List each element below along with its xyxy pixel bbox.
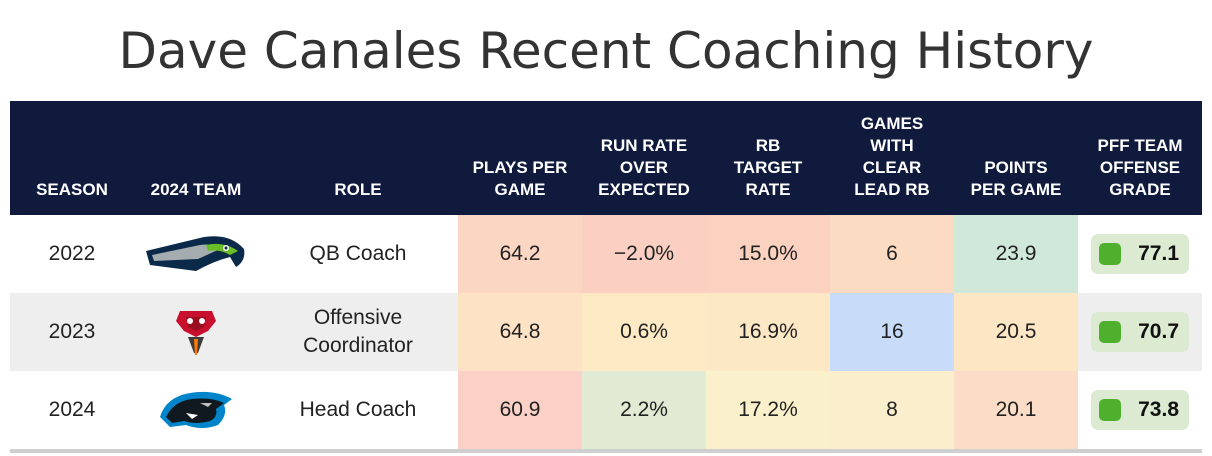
pff-grade-cell: 70.7 (1078, 293, 1202, 371)
grade-badge: 70.7 (1091, 312, 1189, 352)
grade-dot-icon (1099, 321, 1121, 343)
points-per-game-cell: 23.9 (954, 215, 1078, 293)
season-cell: 2023 (48, 320, 96, 343)
panthers-logo-icon (156, 387, 236, 433)
rb-target-rate-cell: 16.9% (706, 293, 830, 371)
grade-value: 73.8 (1138, 398, 1179, 421)
header-plays-per-game: PLAYS PER GAME (472, 158, 568, 199)
team-logo-cell (134, 293, 258, 371)
plays-per-game-cell: 64.2 (458, 215, 582, 293)
table-bottom-rule (10, 449, 1202, 453)
run-rate-over-expected-cell: 0.6% (582, 293, 706, 371)
grade-badge: 77.1 (1091, 234, 1189, 274)
header-season: SEASON (36, 180, 108, 199)
header-role: ROLE (334, 180, 382, 199)
role-cell: Head Coach (299, 398, 417, 421)
header-team: 2024 TEAM (150, 180, 242, 199)
table-row: 2024 Head Coach 60.9 2.2% 17.2% 8 20.1 73.8 (10, 371, 1202, 449)
chart-title: Dave Canales Recent Coaching History (118, 22, 1094, 80)
run-rate-over-expected-cell: 2.2% (582, 371, 706, 449)
buccaneers-logo-icon (166, 307, 226, 357)
header-run-rate-over-expected: RUN RATE OVER EXPECTED (598, 136, 690, 199)
points-per-game-cell: 20.1 (954, 371, 1078, 449)
grade-badge: 73.8 (1091, 390, 1189, 430)
role-cell: Offensive Coordinator (303, 306, 413, 357)
season-cell: 2024 (48, 398, 96, 421)
header-pff-team-offense-grade: PFF TEAM OFFENSE GRADE (1097, 136, 1183, 199)
grade-value: 70.7 (1138, 320, 1179, 343)
header-points-per-game: POINTS PER GAME (970, 158, 1062, 199)
pff-grade-cell: 73.8 (1078, 371, 1202, 449)
table-row: 2023 Offensive Coordinator 64.8 0.6% 16.9% 16… (10, 293, 1202, 371)
table-header: SEASON 2024 TEAM ROLE PLAYS PER GAME RUN… (10, 101, 1202, 215)
team-logo-cell (134, 371, 258, 449)
grade-dot-icon (1099, 243, 1121, 265)
points-per-game-cell: 20.5 (954, 293, 1078, 371)
rb-target-rate-cell: 17.2% (706, 371, 830, 449)
plays-per-game-cell: 64.8 (458, 293, 582, 371)
games-with-clear-lead-rb-cell: 6 (830, 215, 954, 293)
header-rb-target-rate: RB TARGET RATE (733, 136, 803, 199)
games-with-clear-lead-rb-cell: 16 (830, 293, 954, 371)
seahawks-logo-icon (144, 231, 248, 277)
season-cell: 2022 (48, 242, 96, 265)
role-cell: QB Coach (309, 242, 407, 265)
plays-per-game-cell: 60.9 (458, 371, 582, 449)
table-row: 2022 QB Coach 64.2 −2.0% 15.0% 6 23.9 77.1 (10, 215, 1202, 293)
team-logo-cell (134, 215, 258, 293)
coaching-history-table: SEASON 2024 TEAM ROLE PLAYS PER GAME RUN… (10, 101, 1202, 453)
pff-grade-cell: 77.1 (1078, 215, 1202, 293)
run-rate-over-expected-cell: −2.0% (582, 215, 706, 293)
grade-value: 77.1 (1138, 242, 1179, 265)
header-games-with-clear-lead-rb: GAMES WITH CLEAR LEAD RB (854, 114, 930, 199)
rb-target-rate-cell: 15.0% (706, 215, 830, 293)
games-with-clear-lead-rb-cell: 8 (830, 371, 954, 449)
grade-dot-icon (1099, 399, 1121, 421)
